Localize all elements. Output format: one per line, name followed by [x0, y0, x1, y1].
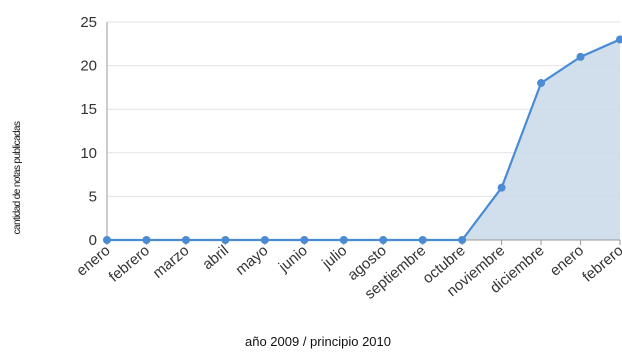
y-tick-label: 20: [80, 58, 97, 75]
series-area: [107, 39, 620, 240]
data-point: [379, 236, 388, 244]
data-point: [339, 236, 348, 244]
area-layer: [107, 39, 620, 240]
series-line-layer: [107, 38, 621, 242]
data-point: [418, 236, 427, 244]
data-points: [103, 35, 622, 244]
y-tick-label: 5: [89, 188, 97, 205]
series-line: [107, 38, 621, 242]
x-tick-label: febrero: [106, 242, 153, 286]
y-tick-label: 25: [80, 14, 97, 31]
data-point: [181, 236, 190, 244]
data-point: [616, 35, 622, 44]
x-tick-label: mayo: [232, 242, 271, 279]
y-tick-label: 15: [80, 101, 97, 118]
data-point: [497, 183, 506, 192]
x-tick-label: junio: [275, 242, 311, 276]
data-point: [142, 236, 151, 244]
y-tick-label: 0: [89, 232, 97, 249]
data-point: [260, 236, 269, 244]
y-tick-label: 10: [80, 145, 97, 162]
y-axis-title: cantidad de notas publicadas: [12, 121, 23, 234]
x-axis-title: año 2009 / principio 2010: [245, 334, 391, 349]
y-tick-labels: 0 5 10 15 20 25: [80, 14, 97, 249]
data-point: [576, 52, 585, 61]
x-tick-label: febrero: [579, 242, 622, 286]
data-point: [458, 236, 467, 244]
data-point: [103, 236, 111, 244]
x-tick-label: julio: [318, 242, 350, 273]
data-point: [537, 79, 546, 88]
x-tick-label: abril: [199, 242, 232, 273]
data-point: [300, 236, 309, 244]
x-tick-label: marzo: [150, 242, 193, 282]
data-point: [221, 236, 230, 244]
